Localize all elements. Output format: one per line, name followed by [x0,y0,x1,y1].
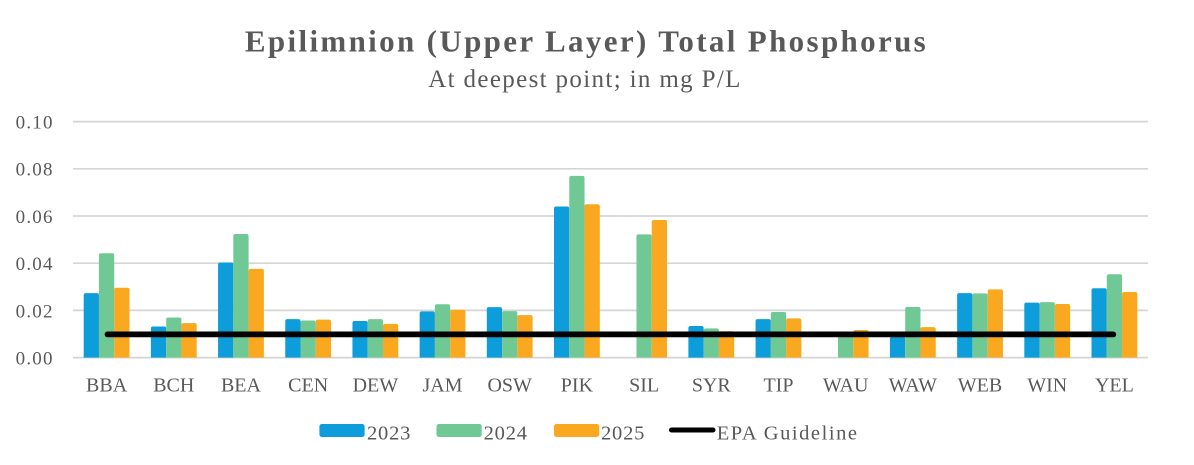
svg-text:0.06: 0.06 [16,207,54,228]
svg-text:CEN: CEN [288,375,328,397]
svg-text:0.02: 0.02 [16,301,54,322]
svg-text:2024: 2024 [484,422,528,444]
svg-text:SYR: SYR [692,375,732,397]
svg-text:2023: 2023 [367,422,411,444]
svg-text:OSW: OSW [487,375,532,397]
svg-text:TIP: TIP [763,375,793,397]
svg-text:Epilimnion (Upper Layer) Total: Epilimnion (Upper Layer) Total Phosphoru… [245,24,928,59]
svg-text:YEL: YEL [1095,375,1134,397]
svg-text:0.08: 0.08 [16,160,54,181]
svg-text:0.00: 0.00 [16,349,54,370]
svg-text:WAU: WAU [823,375,869,397]
svg-text:BCH: BCH [153,375,194,397]
svg-text:JAM: JAM [423,375,463,397]
svg-text:At deepest point; in mg P/L: At deepest point; in mg P/L [428,66,742,93]
svg-text:SIL: SIL [629,375,659,397]
svg-text:WEB: WEB [958,375,1002,397]
svg-text:0.04: 0.04 [16,254,54,275]
svg-text:BBA: BBA [86,375,128,397]
svg-text:BEA: BEA [221,375,262,397]
svg-text:0.10: 0.10 [16,113,54,134]
svg-text:2025: 2025 [601,422,645,444]
svg-text:EPA Guideline: EPA Guideline [717,422,859,444]
svg-text:DEW: DEW [353,375,399,397]
svg-text:WAW: WAW [889,375,938,397]
svg-text:PIK: PIK [561,375,594,397]
svg-text:WIN: WIN [1027,375,1067,397]
